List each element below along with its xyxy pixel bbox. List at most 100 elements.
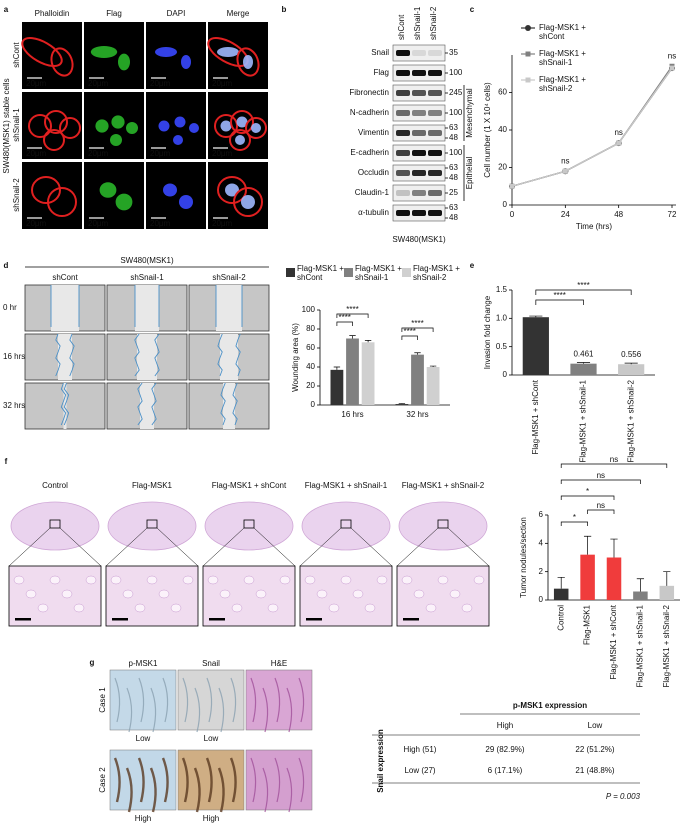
band xyxy=(428,150,442,156)
y-tick-label: 1.5 xyxy=(496,285,508,294)
cell-line-label: SW480(MSK1) xyxy=(392,235,446,244)
alveoli xyxy=(376,575,388,585)
error-bar xyxy=(610,538,618,558)
gland xyxy=(250,677,257,723)
protein-label: Snail xyxy=(371,48,389,57)
gland xyxy=(125,767,133,813)
band xyxy=(428,70,442,76)
significance-label: **** xyxy=(338,313,350,322)
error-bar xyxy=(333,366,341,370)
significance-bracket xyxy=(401,335,418,340)
alveoli xyxy=(61,589,73,599)
significance-label: **** xyxy=(577,281,589,290)
row-label: shCont xyxy=(12,42,21,68)
error-bar xyxy=(364,340,372,343)
column-header: Flag xyxy=(106,9,122,18)
alveoli xyxy=(340,575,352,585)
significance-label: **** xyxy=(553,291,565,300)
cell-actin xyxy=(47,187,77,217)
y-axis-label: Cell number (1 X 10⁴ cells) xyxy=(483,82,492,178)
zoom-image xyxy=(396,565,490,627)
bar xyxy=(606,557,622,600)
x-tick-label: 24 xyxy=(561,210,570,219)
bar xyxy=(570,363,597,375)
label-box: Flag-MSK1 + shSnail-2 xyxy=(413,264,460,282)
stain-label: p-MSK1 xyxy=(129,659,158,668)
tissue-section xyxy=(10,501,100,551)
score-label: Low xyxy=(204,734,219,743)
wound-edge xyxy=(137,382,143,426)
cell-flag xyxy=(110,134,122,146)
zoom-line xyxy=(396,527,439,567)
y-tick-label: 20 xyxy=(498,163,507,172)
sample-label: Flag-MSK1 + shSnail-1 xyxy=(304,481,388,490)
cell-actin xyxy=(233,187,263,217)
panel-letter: b xyxy=(282,5,287,14)
y-tick-label: 60 xyxy=(306,343,315,352)
cell-actin xyxy=(21,37,63,67)
zoom-line xyxy=(8,527,51,567)
label-box: Flag-MSK1 + shSnail-1 xyxy=(304,481,388,490)
significance-label: * xyxy=(573,513,576,522)
case-label: Case 1 xyxy=(98,687,107,713)
significance-label: ns xyxy=(561,156,569,165)
panel-letter: g xyxy=(90,658,95,667)
column-header: High xyxy=(497,721,513,730)
zoom-box xyxy=(49,519,61,529)
table-cell: 22 (51.2%) xyxy=(575,745,614,754)
cell-nucleus xyxy=(163,183,177,197)
marker-label: 48 xyxy=(449,173,458,182)
protein-label: Fibronectin xyxy=(349,88,389,97)
alveoli xyxy=(255,589,267,599)
cell-actin xyxy=(217,176,247,204)
error-bar xyxy=(557,576,565,589)
alveoli xyxy=(110,575,122,585)
stain-label: Snail xyxy=(202,659,220,668)
gland xyxy=(298,757,305,803)
x-tick-label: 32 hrs xyxy=(406,410,428,419)
lane-label: shCont xyxy=(397,14,406,40)
y-axis-label: Tumor nodules/section xyxy=(519,517,528,598)
band xyxy=(396,90,410,96)
error-bar xyxy=(529,315,543,318)
scale-bar xyxy=(209,618,225,621)
band xyxy=(396,190,410,196)
scale-label: 20μm xyxy=(212,79,233,88)
wound xyxy=(223,383,235,429)
cell-flag xyxy=(95,119,109,133)
cell-flag xyxy=(115,193,133,211)
alveoli xyxy=(413,589,425,599)
marker-label: 245 xyxy=(449,88,463,97)
cell-actin xyxy=(214,114,238,138)
cell-nucleus xyxy=(251,123,261,133)
scale-label: 20μm xyxy=(26,149,47,158)
x-tick-label: 0 xyxy=(510,210,515,219)
x-tick-label: Flag-MSK1 + shSnail-1 xyxy=(636,604,645,687)
error-bar xyxy=(349,335,356,339)
band xyxy=(412,130,426,136)
wound xyxy=(140,383,154,429)
gland xyxy=(250,757,257,803)
legend-label: Flag-MSK1 + shSnail-2 xyxy=(413,264,460,282)
cell-nucleus xyxy=(225,183,239,197)
table-cell: High (51) xyxy=(404,745,437,754)
wound xyxy=(51,285,79,331)
wound xyxy=(137,334,157,380)
y-tick-label: 2 xyxy=(539,567,544,576)
significance-label: **** xyxy=(411,319,423,328)
wound xyxy=(58,334,72,380)
cell-actin xyxy=(245,117,267,139)
protein-label: N-cadherin xyxy=(350,108,389,117)
band xyxy=(396,110,410,116)
zoom-line xyxy=(447,527,490,567)
significance-label: * xyxy=(586,487,589,496)
side-label: SW480(MSK1) stable cells xyxy=(2,78,11,173)
row-label: 32 hrs xyxy=(3,401,25,410)
bar xyxy=(395,404,409,405)
bar xyxy=(633,591,648,600)
alveoli xyxy=(134,603,146,613)
alveoli xyxy=(219,589,231,599)
marker-label: 100 xyxy=(449,148,463,157)
significance-bracket xyxy=(535,299,584,305)
